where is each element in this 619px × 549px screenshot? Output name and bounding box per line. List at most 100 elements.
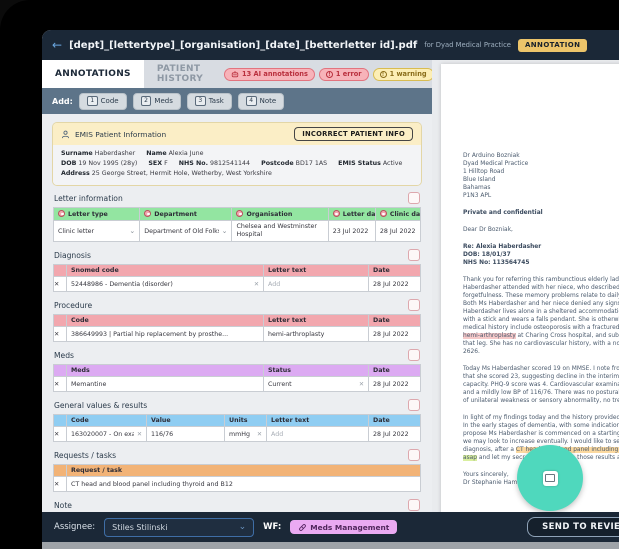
workflow-tag[interactable]: Meds Management xyxy=(290,520,398,534)
name-value: Alexia June xyxy=(168,150,204,157)
units-cell[interactable]: mmHg ✕ xyxy=(224,426,267,442)
add-note-label: Note xyxy=(259,97,277,105)
procedure-date-cell[interactable]: 28 Jul 2022 xyxy=(368,326,421,342)
footer-bar: Assignee: Stiles Stilinski ⌄ WF: Meds Ma… xyxy=(42,512,619,542)
dob-value: 19 Nov 1995 (28y) xyxy=(78,160,138,167)
letter-line-text: diagnosis, after a xyxy=(463,447,516,453)
clear-icon[interactable]: ✕ xyxy=(358,380,364,388)
requests-verify-checkbox[interactable] xyxy=(408,449,420,461)
send-to-review-button[interactable]: SEND TO REVIEW xyxy=(527,517,619,537)
remove-request-button[interactable]: ✕ xyxy=(53,476,67,492)
procedure-row: ✕ 386649993 | Partial hip replacement by… xyxy=(53,326,421,342)
value-date-cell[interactable]: 28 Jul 2022 xyxy=(368,426,421,442)
letter-info-verify-checkbox[interactable] xyxy=(408,192,420,204)
diagnosis-letter-text-cell[interactable]: Add xyxy=(263,276,369,292)
chevron-down-icon: ⌄ xyxy=(238,521,247,532)
sex-label: SEX xyxy=(148,160,163,167)
ai-suggestion-icon xyxy=(379,210,387,217)
organisation-cell[interactable]: Chelsea and Westminster Hospital xyxy=(231,220,329,242)
app-window: ← [dept]_[lettertype]_[organisation]_[da… xyxy=(42,30,619,542)
ai-suggestion-icon xyxy=(144,210,152,217)
col-date: Date xyxy=(368,414,421,427)
clinic-date-cell[interactable]: 28 Jul 2022 xyxy=(374,220,422,242)
col-letter-text: Letter text xyxy=(263,264,369,277)
col-empty xyxy=(53,314,67,327)
emis-card-title: EMIS Patient Information xyxy=(75,129,167,139)
meds-section-header: Meds xyxy=(54,349,420,361)
meds-table: Meds Status Date ✕ Memantine Current ✕ 28… xyxy=(53,364,421,392)
tab-annotations[interactable]: ANNOTATIONS xyxy=(42,60,144,88)
med-status-cell[interactable]: Current ✕ xyxy=(263,376,369,392)
remove-value-button[interactable]: ✕ xyxy=(53,426,67,442)
general-values-verify-checkbox[interactable] xyxy=(408,399,420,411)
patient-details-row-3: Address 25 George Street, Hermit Hole, We… xyxy=(61,169,413,179)
procedure-code-cell[interactable]: 386649993 | Partial hip replacement by p… xyxy=(66,326,264,342)
error-badge[interactable]: ! 1 error xyxy=(318,67,369,81)
address-value: 25 George Street, Hermit Hole, Wetherby,… xyxy=(91,170,272,177)
request-cell[interactable]: CT head and blood panel including thyroi… xyxy=(66,476,421,492)
clear-icon[interactable]: ✕ xyxy=(253,280,259,288)
col-letter-date: Letter date xyxy=(327,207,376,221)
procedure-section-header: Procedure xyxy=(54,299,420,311)
diagnosis-code-cell[interactable]: 52448986 - Dementia (disorder) ✕ xyxy=(66,276,264,292)
ai-annotations-badge[interactable]: 13 AI annotations xyxy=(224,67,315,81)
letter-preview-fab[interactable] xyxy=(517,445,583,511)
person-icon xyxy=(61,130,70,138)
remove-diagnosis-button[interactable]: ✕ xyxy=(53,276,67,292)
letter-date-cell[interactable]: 23 Jul 2022 xyxy=(327,220,376,242)
requests-section-header: Requests / tasks xyxy=(54,449,420,461)
col-date: Date xyxy=(368,264,421,277)
back-icon[interactable]: ← xyxy=(52,38,63,52)
clear-icon[interactable]: ✕ xyxy=(136,430,142,438)
tab-patient-history[interactable]: PATIENT HISTORY xyxy=(156,64,204,84)
note-verify-checkbox[interactable] xyxy=(408,499,420,511)
diagnosis-verify-checkbox[interactable] xyxy=(408,249,420,261)
diagnosis-date-cell[interactable]: 28 Jul 2022 xyxy=(368,276,421,292)
address-line: 1 Hilltop Road xyxy=(463,169,505,175)
surname-label: Surname xyxy=(61,150,93,157)
add-toolbar: Add: 1 Code 2 Meds 3 Task 4 Note xyxy=(42,88,432,114)
warning-count: 1 warning xyxy=(389,70,427,78)
urgency-annotation-highlight[interactable]: asap xyxy=(463,455,478,461)
warning-badge[interactable]: ! 1 warning xyxy=(372,67,434,81)
procedure-annotation-highlight[interactable]: hemi-arthroplasty xyxy=(463,333,516,339)
value-letter-text-cell[interactable]: Add xyxy=(266,426,369,442)
re-name: Re: Alexia Haberdasher xyxy=(463,244,542,250)
col-status: Status xyxy=(263,364,369,377)
col-date: Date xyxy=(368,364,421,377)
procedure-letter-text-cell[interactable]: hemi-arthroplasty xyxy=(263,326,369,342)
value-code-cell[interactable]: 163020007 - On exam...✕ xyxy=(66,426,147,442)
letter-type-select[interactable]: Clinic letter ⌄ xyxy=(52,220,141,242)
annotation-panel: ANNOTATIONS PATIENT HISTORY 13 AI annota… xyxy=(42,60,434,512)
requests-table: Request / task ✕ CT head and blood panel… xyxy=(53,464,421,492)
postcode-value: BD17 1AS xyxy=(295,160,328,167)
letter-line: In the early stages of dementia, with so… xyxy=(463,423,619,429)
add-meds-button[interactable]: 2 Meds xyxy=(132,92,181,110)
add-label: Add: xyxy=(52,96,73,106)
add-code-button[interactable]: 1 Code xyxy=(78,92,127,110)
value-cell[interactable]: 116/76 xyxy=(146,426,225,442)
med-name-cell[interactable]: Memantine xyxy=(66,376,264,392)
incorrect-patient-info-button[interactable]: INCORRECT PATIENT INFO xyxy=(294,127,413,141)
med-date-cell[interactable]: 28 Jul 2022 xyxy=(368,376,421,392)
add-task-button[interactable]: 3 Task xyxy=(186,92,232,110)
emis-patient-card: EMIS Patient Information INCORRECT PATIE… xyxy=(53,123,421,185)
letter-line: we may look to increase eventually. I wo… xyxy=(463,439,619,445)
address-line: Dr Arduino Bozniak xyxy=(463,153,520,159)
remove-med-button[interactable]: ✕ xyxy=(53,376,67,392)
meds-verify-checkbox[interactable] xyxy=(408,349,420,361)
col-letter-text: Letter text xyxy=(266,414,369,427)
department-select[interactable]: Department of Old Folks ⌄ xyxy=(139,220,233,242)
procedure-verify-checkbox[interactable] xyxy=(408,299,420,311)
closing-line: Yours sincerely, xyxy=(463,472,509,478)
assignee-select[interactable]: Stiles Stilinski ⌄ xyxy=(104,517,255,537)
letter-line: Both Ms Haberdasher and her niece denied… xyxy=(463,301,619,307)
requests-title: Requests / tasks xyxy=(54,450,117,460)
remove-procedure-button[interactable]: ✕ xyxy=(53,326,67,342)
col-clinic-date: Clinic date xyxy=(374,207,422,221)
col-empty xyxy=(53,464,67,477)
clear-icon[interactable]: ✕ xyxy=(256,430,262,438)
letter-line: Haberdasher attended with her niece, who… xyxy=(463,285,619,291)
letter-line: capacity. PHQ-9 score was 4. Cardiovascu… xyxy=(463,382,619,388)
add-note-button[interactable]: 4 Note xyxy=(237,92,285,110)
